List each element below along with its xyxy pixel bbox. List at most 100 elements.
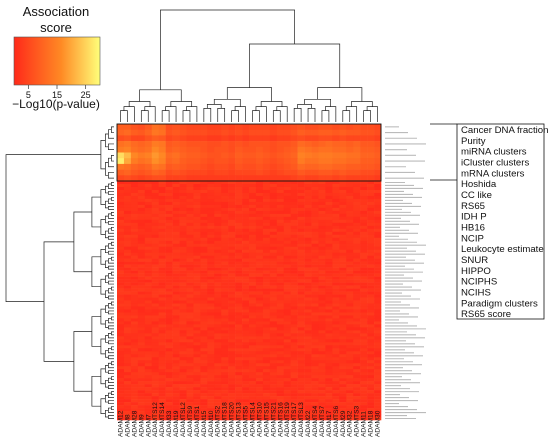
heat-cell xyxy=(221,198,229,203)
heat-cell xyxy=(249,195,257,200)
heat-cell xyxy=(367,393,375,397)
heat-cell xyxy=(144,381,153,385)
heat-cell xyxy=(123,234,132,239)
heat-cell xyxy=(179,195,187,200)
heat-cell xyxy=(137,198,146,203)
heat-cell xyxy=(346,315,354,319)
heat-cell xyxy=(297,303,305,307)
heat-cell xyxy=(346,252,354,256)
heat-cell xyxy=(179,183,187,188)
heat-cell xyxy=(172,357,180,361)
heat-cell xyxy=(290,213,298,218)
row-dendrogram-link xyxy=(111,286,114,291)
heat-cell xyxy=(123,288,132,292)
heat-cell xyxy=(123,210,132,215)
heat-cell xyxy=(249,192,257,197)
heat-cell xyxy=(339,158,347,165)
heat-cell xyxy=(221,369,229,373)
heat-cell xyxy=(255,417,264,421)
heat-cell xyxy=(360,204,368,209)
heat-cell xyxy=(207,204,215,209)
heat-cell xyxy=(130,333,139,337)
heat-cell xyxy=(339,381,347,385)
heat-cell xyxy=(151,210,159,215)
heat-cell xyxy=(249,312,257,316)
heat-cell xyxy=(249,252,257,256)
heat-cell xyxy=(332,369,340,373)
heat-cell xyxy=(130,306,139,310)
heat-cell xyxy=(214,363,222,367)
heat-cell xyxy=(193,318,201,322)
heat-cell xyxy=(262,213,271,218)
heat-cell xyxy=(200,258,208,262)
heat-cell xyxy=(297,330,305,334)
heat-cell xyxy=(186,327,194,331)
heat-cell xyxy=(367,318,375,322)
heat-cell xyxy=(283,390,291,394)
heat-cell xyxy=(186,222,194,227)
heat-cell xyxy=(214,318,222,322)
heat-cell xyxy=(304,396,312,400)
heat-cell xyxy=(297,240,305,245)
heat-cell xyxy=(151,309,159,313)
heat-cell xyxy=(249,207,257,212)
heat-cell xyxy=(200,169,208,176)
heat-cell xyxy=(144,366,153,370)
heat-cell xyxy=(332,393,340,397)
heat-cell xyxy=(151,333,159,337)
heat-cell xyxy=(255,411,264,415)
row-dendrogram-link xyxy=(100,140,106,170)
row-dendrogram-link xyxy=(105,320,109,328)
heat-cell xyxy=(235,186,243,191)
heat-cell xyxy=(242,222,250,227)
heat-cell xyxy=(214,228,222,233)
row-dendrogram-link xyxy=(111,391,114,395)
heat-cell xyxy=(249,285,257,289)
heat-cell xyxy=(214,336,222,340)
heat-cell xyxy=(144,261,153,265)
heat-cell xyxy=(130,417,139,421)
heat-cell xyxy=(221,279,229,283)
heat-cell xyxy=(283,163,291,170)
heat-cell xyxy=(151,396,159,400)
heat-cell xyxy=(144,396,153,400)
heat-cell xyxy=(339,411,347,415)
heat-cell xyxy=(276,387,285,391)
heat-cell xyxy=(367,270,375,274)
heat-cell xyxy=(200,288,208,292)
heat-cell xyxy=(117,231,125,236)
heat-cell xyxy=(207,246,215,251)
heat-cell xyxy=(172,169,180,176)
heat-cell xyxy=(353,384,361,388)
heat-cell xyxy=(123,201,132,206)
heat-cell xyxy=(186,273,194,277)
heat-cell xyxy=(200,228,208,233)
heat-cell xyxy=(186,363,194,367)
heat-cell xyxy=(228,345,236,349)
heat-cell xyxy=(332,225,340,230)
heat-cell xyxy=(228,225,236,230)
heat-cell xyxy=(228,261,236,265)
column-label: ADAM11 xyxy=(361,411,368,437)
heat-cell xyxy=(346,378,354,382)
heat-cell xyxy=(165,318,173,322)
heat-cell xyxy=(137,243,146,248)
heat-cell xyxy=(186,135,194,142)
heat-cell xyxy=(339,312,347,316)
heat-cell xyxy=(165,186,173,191)
heat-cell xyxy=(367,279,375,283)
heat-cell xyxy=(123,399,132,403)
heat-cell xyxy=(332,141,340,148)
heat-cell xyxy=(117,318,125,322)
heat-cell xyxy=(304,186,312,191)
heat-cell xyxy=(235,357,243,361)
heat-cell xyxy=(353,288,361,292)
heat-cell xyxy=(137,258,146,262)
heat-cell xyxy=(311,312,319,316)
heat-cell xyxy=(353,270,361,274)
heat-cell xyxy=(117,258,125,262)
heat-cell xyxy=(117,351,125,355)
heat-cell xyxy=(165,402,173,406)
column-label: ADAMTS6 xyxy=(333,406,340,437)
heat-cell xyxy=(172,294,180,298)
